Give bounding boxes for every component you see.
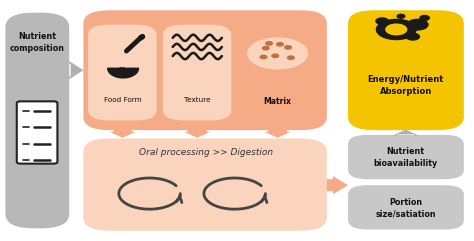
Text: Oral processing >> Digestion: Oral processing >> Digestion — [139, 148, 273, 157]
Polygon shape — [116, 68, 130, 73]
FancyBboxPatch shape — [348, 10, 464, 130]
Circle shape — [376, 19, 416, 40]
Polygon shape — [184, 121, 210, 138]
Circle shape — [285, 46, 292, 49]
Text: Portion
size/satiation: Portion size/satiation — [375, 198, 436, 218]
FancyBboxPatch shape — [83, 139, 327, 231]
Circle shape — [266, 42, 273, 45]
Circle shape — [248, 39, 307, 68]
FancyBboxPatch shape — [238, 25, 318, 120]
Polygon shape — [392, 130, 419, 136]
Text: Nutrient
composition: Nutrient composition — [9, 32, 64, 53]
Text: Texture: Texture — [184, 97, 210, 102]
Circle shape — [288, 56, 294, 59]
Circle shape — [420, 16, 429, 20]
Circle shape — [397, 14, 405, 18]
FancyBboxPatch shape — [83, 10, 327, 130]
Circle shape — [277, 43, 283, 46]
Circle shape — [376, 18, 388, 24]
Circle shape — [260, 55, 267, 59]
Polygon shape — [264, 121, 291, 138]
FancyBboxPatch shape — [163, 25, 231, 120]
Text: Matrix: Matrix — [264, 97, 292, 106]
Circle shape — [272, 54, 279, 58]
Polygon shape — [69, 61, 83, 79]
Text: Nutrient
bioavailability: Nutrient bioavailability — [374, 147, 438, 168]
Circle shape — [407, 19, 428, 30]
FancyBboxPatch shape — [17, 101, 57, 164]
Circle shape — [386, 24, 407, 35]
Polygon shape — [109, 121, 136, 138]
Text: Food Form: Food Form — [104, 97, 141, 102]
FancyBboxPatch shape — [5, 13, 69, 228]
FancyBboxPatch shape — [348, 135, 464, 179]
FancyBboxPatch shape — [348, 185, 464, 229]
Polygon shape — [116, 68, 128, 71]
Text: Energy/Nutrient
Absorption: Energy/Nutrient Absorption — [367, 75, 444, 96]
FancyBboxPatch shape — [88, 25, 156, 120]
Circle shape — [263, 47, 269, 50]
Polygon shape — [327, 176, 348, 194]
Circle shape — [406, 33, 419, 40]
